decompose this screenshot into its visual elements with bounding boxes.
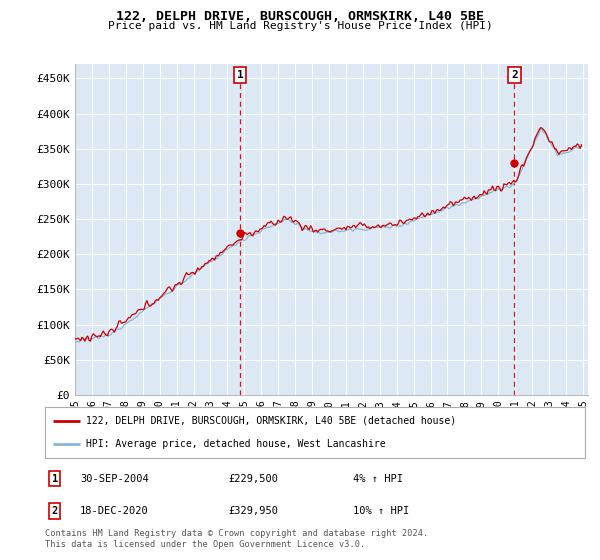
Text: 2: 2 [511, 70, 518, 80]
Text: £329,950: £329,950 [229, 506, 278, 516]
Text: Price paid vs. HM Land Registry's House Price Index (HPI): Price paid vs. HM Land Registry's House … [107, 21, 493, 31]
Text: 18-DEC-2020: 18-DEC-2020 [80, 506, 149, 516]
Text: HPI: Average price, detached house, West Lancashire: HPI: Average price, detached house, West… [86, 439, 385, 449]
Text: 10% ↑ HPI: 10% ↑ HPI [353, 506, 409, 516]
Text: Contains HM Land Registry data © Crown copyright and database right 2024.
This d: Contains HM Land Registry data © Crown c… [45, 529, 428, 549]
Text: 4% ↑ HPI: 4% ↑ HPI [353, 474, 403, 484]
Text: 30-SEP-2004: 30-SEP-2004 [80, 474, 149, 484]
Text: 1: 1 [52, 474, 58, 484]
Text: £229,500: £229,500 [229, 474, 278, 484]
Text: 122, DELPH DRIVE, BURSCOUGH, ORMSKIRK, L40 5BE (detached house): 122, DELPH DRIVE, BURSCOUGH, ORMSKIRK, L… [86, 416, 455, 426]
Text: 1: 1 [236, 70, 244, 80]
Text: 122, DELPH DRIVE, BURSCOUGH, ORMSKIRK, L40 5BE: 122, DELPH DRIVE, BURSCOUGH, ORMSKIRK, L… [116, 10, 484, 23]
Text: 2: 2 [52, 506, 58, 516]
